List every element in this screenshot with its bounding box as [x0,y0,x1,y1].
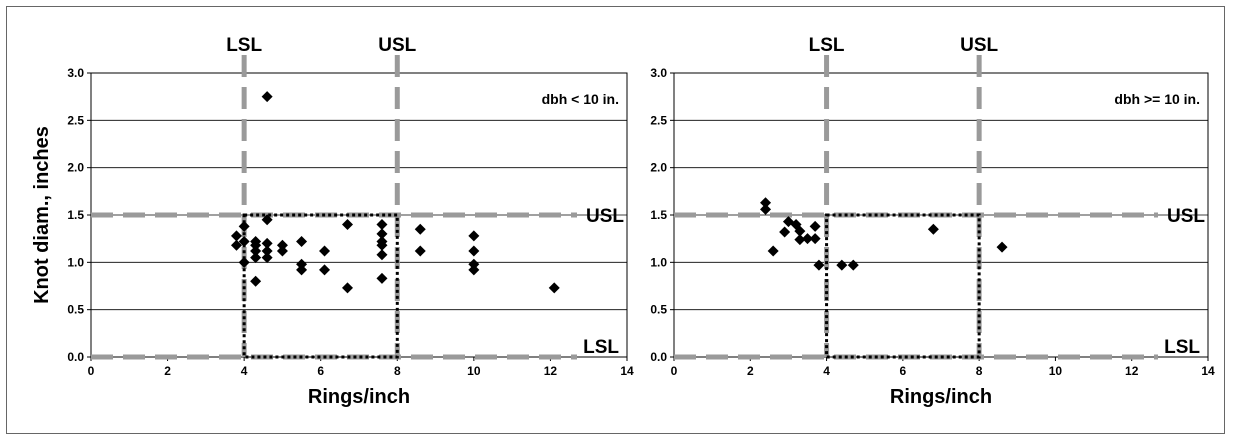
data-point [767,245,779,257]
data-point [319,264,331,276]
data-point [250,239,262,251]
data-point [468,258,480,270]
figure-frame [6,6,1225,434]
x-tick-label: 4 [241,364,248,378]
data-point [809,220,821,232]
lsl-y-label: LSL [583,337,619,358]
data-point [296,236,308,248]
data-point [238,220,250,232]
data-point [376,239,388,251]
x-tick-label: 14 [620,364,634,378]
data-point [794,234,806,246]
data-point [250,245,262,257]
data-point [230,230,242,242]
data-point [261,237,273,249]
x-axis-label: Rings/inch [890,386,992,408]
y-tick-label: 0.0 [67,350,84,364]
x-tick-label: 4 [823,364,830,378]
y-axis-label: Knot diam., inches [31,126,53,304]
data-point [238,256,250,268]
x-tick-label: 8 [394,364,401,378]
data-point [261,91,273,103]
data-point [468,245,480,257]
y-tick-label: 3.0 [67,66,84,80]
y-tick-label: 0.0 [650,350,667,364]
y-tick-label: 1.0 [67,255,84,269]
data-point [319,245,331,257]
x-tick-label: 0 [671,364,678,378]
lsl-x-label: LSL [809,35,845,56]
usl-y-label: USL [1167,206,1205,227]
lsl-y-label: LSL [1164,337,1200,358]
data-point [376,249,388,261]
x-tick-label: 14 [1201,364,1215,378]
data-point [548,282,560,294]
data-point [376,218,388,230]
data-point [414,245,426,257]
usl-y-label: USL [586,206,624,227]
y-tick-label: 2.0 [67,161,84,175]
spec-box [242,213,399,359]
data-point [414,223,426,235]
data-point [847,259,859,271]
data-point [376,228,388,240]
data-point [802,233,813,245]
data-point [250,252,262,264]
y-tick-label: 1.0 [650,255,667,269]
x-tick-label: 10 [1049,364,1063,378]
data-point [261,214,273,226]
y-tick-label: 2.0 [650,161,667,175]
data-point [927,223,939,235]
data-point [760,203,772,215]
data-point [296,258,308,270]
data-point [794,225,806,237]
y-tick-label: 2.5 [650,113,667,127]
x-tick-label: 12 [544,364,558,378]
x-tick-label: 6 [317,364,324,378]
data-point [342,282,354,294]
data-point [238,236,250,248]
y-tick-label: 1.5 [67,208,84,222]
x-tick-label: 2 [164,364,171,378]
data-point [261,245,273,257]
y-tick-label: 0.5 [67,303,84,317]
x-tick-label: 6 [900,364,907,378]
data-point [376,272,388,284]
panel-annotation: dbh >= 10 in. [1114,91,1200,107]
x-tick-label: 12 [1125,364,1139,378]
data-point [996,241,1008,253]
y-tick-label: 0.5 [650,303,667,317]
data-point [813,259,825,271]
x-axis-label: Rings/inch [308,386,410,408]
data-point [468,264,480,276]
data-point [276,245,288,257]
data-point [342,218,354,230]
data-point [836,259,848,271]
data-point [760,197,772,209]
x-tick-label: 10 [467,364,481,378]
y-tick-label: 2.5 [67,113,84,127]
usl-x-label: USL [378,35,416,56]
data-point [296,264,308,276]
data-point [250,275,262,287]
y-tick-label: 1.5 [650,208,667,222]
x-tick-label: 0 [88,364,95,378]
panel-annotation: dbh < 10 in. [542,91,619,107]
data-point [468,230,480,242]
x-tick-label: 8 [976,364,983,378]
data-point [779,226,791,238]
x-tick-label: 2 [747,364,754,378]
usl-x-label: USL [960,35,998,56]
data-point [276,239,288,251]
data-point [230,239,242,251]
y-tick-label: 3.0 [650,66,667,80]
spec-box [825,213,981,359]
lsl-x-label: LSL [226,35,262,56]
data-point [261,252,273,264]
data-point [809,233,821,245]
